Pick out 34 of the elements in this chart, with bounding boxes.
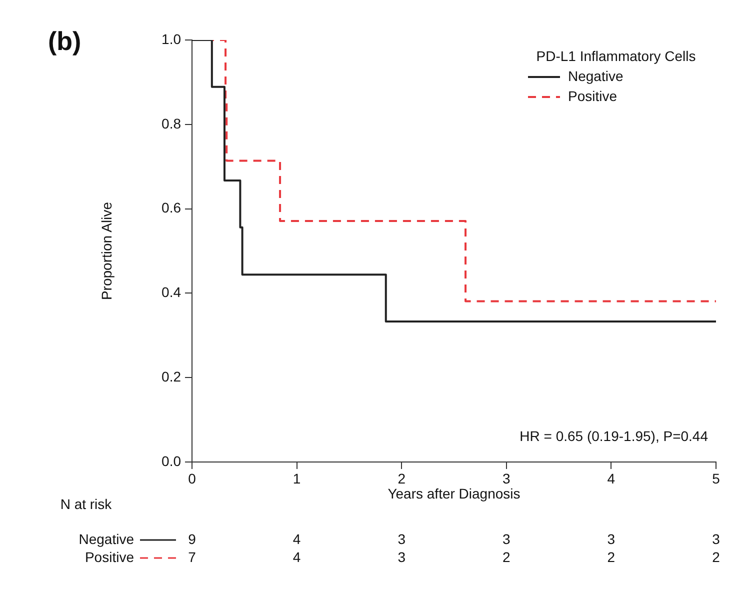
text: 4 [292,548,301,565]
x-tick-label: 1 [292,470,301,486]
x-tick-label: 0 [188,470,196,486]
y-tick-label: 0.6 [162,200,182,216]
y-tick-label: 0.0 [162,452,182,469]
y-axis-title: Proportion Alive [98,202,114,300]
text: N at risk [60,496,113,512]
x-tick-label: 5 [712,470,720,486]
x-axis-title: Years after Diagnosis [388,485,520,502]
text: Negative [78,530,134,547]
y-tick-label: 0.2 [162,368,182,384]
legend-label: Negative [568,68,624,84]
legend-title: PD-L1 Inflammatory Cells [536,48,696,64]
text: 2 [502,548,510,565]
text: 2 [607,548,616,565]
text: 7 [188,548,196,565]
y-tick-label: 0.4 [162,284,182,300]
chart-title: (b) [48,26,82,56]
text: 2 [712,548,720,565]
x-tick-label: 3 [502,470,510,486]
text: 4 [292,530,301,547]
y-tick-label: 1.0 [162,30,182,47]
text: 3 [398,548,406,565]
text: 3 [398,530,406,547]
text: 9 [188,530,196,547]
text: 3 [502,530,510,547]
x-tick-label: 4 [607,470,616,486]
x-tick-label: 2 [398,470,406,486]
annotation: HR = 0.65 (0.19-1.95), P=0.44 [520,428,708,444]
text: 3 [607,530,616,547]
y-tick-label: 0.8 [162,115,182,132]
legend-label: Positive [568,88,618,104]
text: 3 [712,530,720,547]
text: Positive [84,548,134,565]
